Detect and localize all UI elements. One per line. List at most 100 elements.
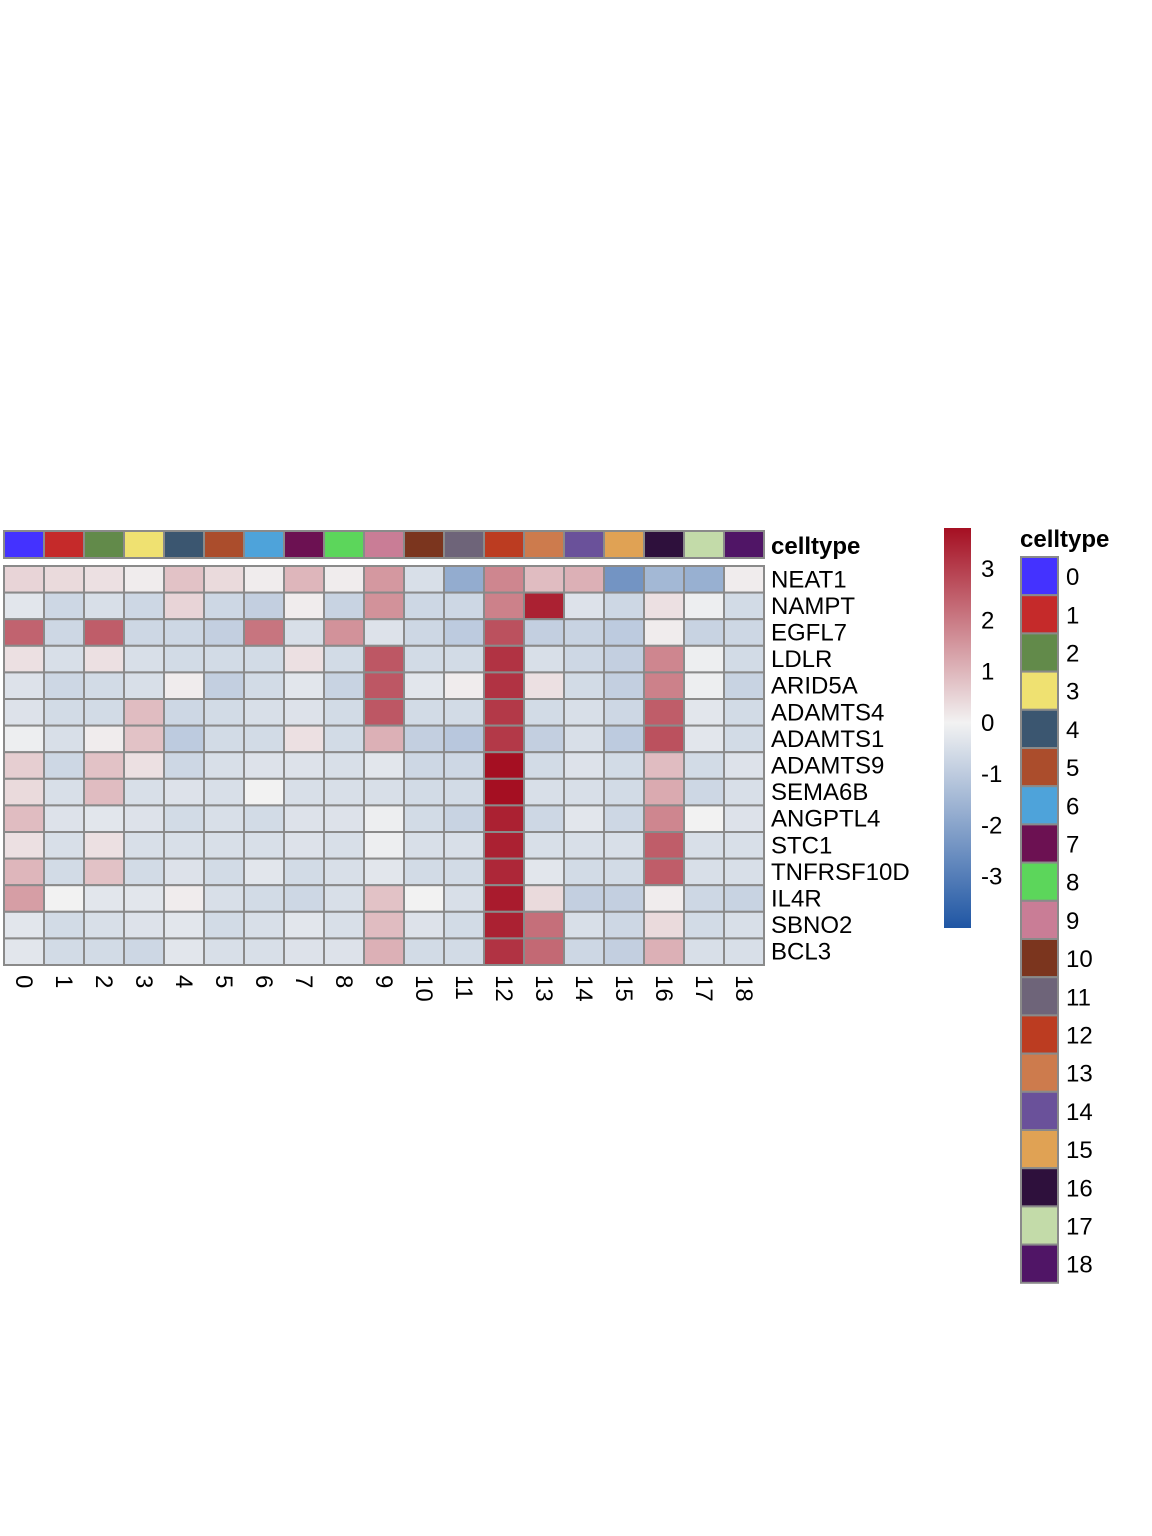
cell-TNFRSF10D-15 <box>603 857 645 887</box>
cell-LDLR-18 <box>723 644 765 674</box>
annotation-cell-7 <box>283 530 325 559</box>
cell-SEMA6B-5 <box>203 777 245 807</box>
row-label: IL4R <box>771 886 822 913</box>
column-label: 8 <box>330 975 357 988</box>
cell-ARID5A-18 <box>723 671 765 701</box>
cell-EGFL7-17 <box>683 618 725 647</box>
annotation-cell-1 <box>43 530 85 559</box>
cell-IL4R-9 <box>363 884 405 913</box>
column-label: 0 <box>10 975 37 988</box>
cell-TNFRSF10D-12 <box>483 857 525 887</box>
cell-NEAT1-5 <box>203 565 245 594</box>
cell-STC1-0 <box>3 831 45 860</box>
cell-EGFL7-16 <box>643 618 685 647</box>
annotation-cell-13 <box>523 530 565 559</box>
row-label: SBNO2 <box>771 912 852 939</box>
cell-LDLR-15 <box>603 644 645 674</box>
cell-NEAT1-3 <box>123 565 165 594</box>
cell-LDLR-0 <box>3 644 45 674</box>
cell-TNFRSF10D-7 <box>283 857 325 887</box>
cell-ADAMTS4-18 <box>723 698 765 727</box>
color-scale-ticks: 3 2 1 0 -1 -2 -3 <box>981 556 1002 891</box>
legend-label: 5 <box>1066 755 1079 782</box>
cell-NAMPT-6 <box>243 591 285 621</box>
cell-NAMPT-14 <box>563 591 605 621</box>
cell-EGFL7-11 <box>443 618 485 647</box>
cell-SBNO2-13 <box>523 910 565 940</box>
cell-ADAMTS9-12 <box>483 751 525 780</box>
annotation-cell-11 <box>443 530 485 559</box>
cell-SEMA6B-3 <box>123 777 165 807</box>
cell-SEMA6B-17 <box>683 777 725 807</box>
cell-SEMA6B-16 <box>643 777 685 807</box>
cell-ADAMTS1-5 <box>203 724 245 754</box>
cell-BCL3-8 <box>323 937 365 967</box>
cell-ADAMTS1-1 <box>43 724 85 754</box>
cell-NEAT1-16 <box>643 565 685 594</box>
cell-ADAMTS9-6 <box>243 751 285 780</box>
cell-ARID5A-10 <box>403 671 445 701</box>
cell-NAMPT-13 <box>523 591 565 621</box>
cell-NAMPT-5 <box>203 591 245 621</box>
cell-NAMPT-3 <box>123 591 165 621</box>
row-label: NEAT1 <box>771 566 847 593</box>
cell-TNFRSF10D-18 <box>723 857 765 887</box>
cell-STC1-8 <box>323 831 365 860</box>
legend-swatch-6 <box>1020 785 1059 826</box>
cell-TNFRSF10D-11 <box>443 857 485 887</box>
cell-NAMPT-7 <box>283 591 325 621</box>
cell-ADAMTS1-17 <box>683 724 725 754</box>
cell-ADAMTS4-5 <box>203 698 245 727</box>
legend-swatch-7 <box>1020 823 1059 864</box>
cell-ADAMTS9-4 <box>163 751 205 780</box>
cell-SBNO2-8 <box>323 910 365 940</box>
cell-STC1-11 <box>443 831 485 860</box>
cell-ARID5A-11 <box>443 671 485 701</box>
cell-EGFL7-3 <box>123 618 165 647</box>
annotation-cell-12 <box>483 530 525 559</box>
legend-swatch-0 <box>1020 556 1059 597</box>
cell-ARID5A-12 <box>483 671 525 701</box>
cell-STC1-3 <box>123 831 165 860</box>
cell-SEMA6B-2 <box>83 777 125 807</box>
legend-label: 6 <box>1066 793 1079 820</box>
cell-ADAMTS1-11 <box>443 724 485 754</box>
cell-ARID5A-7 <box>283 671 325 701</box>
cell-SEMA6B-7 <box>283 777 325 807</box>
cell-SEMA6B-4 <box>163 777 205 807</box>
cell-ADAMTS4-8 <box>323 698 365 727</box>
cell-STC1-5 <box>203 831 245 860</box>
cell-ADAMTS1-18 <box>723 724 765 754</box>
column-label: 10 <box>410 975 437 1002</box>
cell-NAMPT-4 <box>163 591 205 621</box>
row-label: ADAMTS4 <box>771 699 884 726</box>
annotation-cell-9 <box>363 530 405 559</box>
cell-IL4R-10 <box>403 884 445 913</box>
cell-TNFRSF10D-5 <box>203 857 245 887</box>
cell-EGFL7-2 <box>83 618 125 647</box>
cell-ANGPTL4-3 <box>123 804 165 834</box>
cell-SBNO2-5 <box>203 910 245 940</box>
cell-EGFL7-5 <box>203 618 245 647</box>
cell-ANGPTL4-9 <box>363 804 405 834</box>
cell-SEMA6B-12 <box>483 777 525 807</box>
cell-STC1-10 <box>403 831 445 860</box>
legend-label: 15 <box>1066 1137 1093 1164</box>
cell-SBNO2-3 <box>123 910 165 940</box>
cell-ADAMTS9-0 <box>3 751 45 780</box>
column-label: 4 <box>170 975 197 988</box>
cell-ADAMTS4-13 <box>523 698 565 727</box>
cell-NAMPT-10 <box>403 591 445 621</box>
legend-swatch-13 <box>1020 1052 1059 1093</box>
cell-SEMA6B-10 <box>403 777 445 807</box>
cell-ADAMTS9-16 <box>643 751 685 780</box>
cell-LDLR-13 <box>523 644 565 674</box>
cell-IL4R-14 <box>563 884 605 913</box>
cell-TNFRSF10D-3 <box>123 857 165 887</box>
cell-ARID5A-4 <box>163 671 205 701</box>
cell-IL4R-1 <box>43 884 85 913</box>
cell-ARID5A-5 <box>203 671 245 701</box>
column-label: 1 <box>50 975 77 988</box>
cell-NAMPT-12 <box>483 591 525 621</box>
column-label: 15 <box>610 975 637 1002</box>
